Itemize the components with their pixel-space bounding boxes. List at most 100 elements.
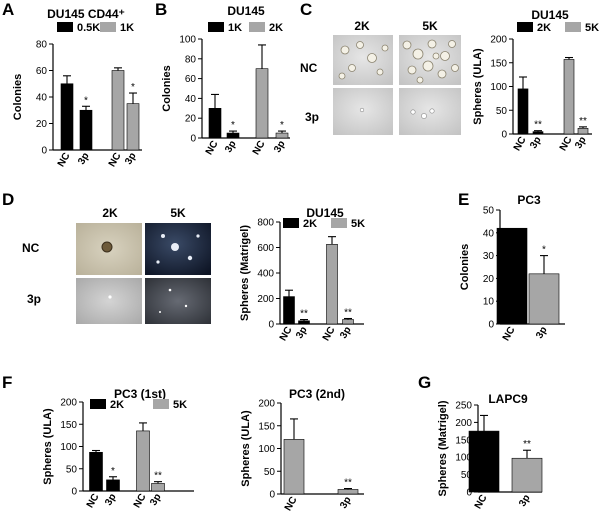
panel-d-col-label-1: 2K	[102, 206, 118, 220]
panel-d-row-label-2: 3p	[27, 292, 41, 306]
y-tick-label: 0	[466, 488, 472, 499]
y-tick-label: 0	[501, 130, 507, 141]
legend-swatch	[153, 399, 169, 409]
micrograph-d-3p-5k	[145, 278, 211, 324]
y-tick-label: 80	[185, 54, 197, 65]
chart-f2: PC3 (2nd) 0 50 100 150 200 Spheres (ULA) NC ** 3p	[240, 387, 364, 513]
y-tick-label: 20	[185, 114, 197, 125]
category-label: NC	[132, 492, 149, 510]
category-label: 3p	[573, 135, 588, 151]
bar	[532, 131, 544, 135]
panel-d-col-label-2: 5K	[170, 206, 186, 220]
bar	[89, 451, 103, 492]
legend-swatch	[331, 218, 347, 228]
y-tick-label: 100	[490, 82, 507, 93]
chart-title: DU145 CD44⁺	[47, 7, 125, 21]
y-tick-label: 150	[258, 421, 275, 432]
y-tick-label: 50	[496, 106, 508, 117]
significance-label: **	[344, 308, 352, 319]
significance-label: **	[300, 309, 308, 320]
y-tick-label: 200	[257, 294, 274, 305]
spheres-nc-5k	[402, 39, 459, 84]
legend-swatch	[57, 22, 73, 32]
significance-label: *	[84, 95, 88, 106]
panel-d-images: 2K 5K NC 3p	[22, 206, 211, 324]
category-label: NC	[251, 139, 268, 157]
bar	[106, 479, 120, 492]
bar	[111, 70, 125, 151]
y-tick-label: 100	[455, 453, 472, 464]
chart-d: DU145 0 200 400 600 800 Spheres (Matrigel) NC **…	[239, 206, 365, 343]
legend-label: 2K	[110, 399, 124, 411]
panel-c-row-label-2: 3p	[305, 110, 319, 124]
y-tick-label: 0	[269, 490, 275, 501]
bar	[283, 296, 295, 325]
legend-label: 0.5K	[77, 22, 100, 34]
bar	[226, 132, 240, 139]
legend-label: 5K	[173, 399, 187, 411]
legend-label: 1K	[228, 22, 242, 34]
y-tick-label: 0	[41, 146, 47, 157]
y-tick-label: 150	[490, 58, 507, 69]
category-label: 3p	[148, 492, 163, 508]
chart-g: LAPC9 0 50 100 150 200 250 Spheres (Matrigel) NC…	[437, 392, 543, 511]
y-tick-label: 80	[36, 40, 48, 51]
category-label: 3p	[534, 325, 549, 341]
bar	[563, 59, 575, 135]
y-tick-label: 200	[258, 399, 275, 410]
y-axis-label: Spheres (Matrigel)	[437, 400, 449, 496]
micrograph-d-3p-2k	[76, 278, 142, 324]
category-label: NC	[558, 135, 575, 153]
panel-label-a: A	[2, 0, 14, 19]
bar	[283, 439, 305, 495]
y-axis-label: Colonies	[12, 74, 24, 120]
category-label: 3p	[223, 139, 238, 155]
category-label: 3p	[76, 151, 91, 167]
y-tick-label: 60	[185, 74, 197, 85]
panel-label-e: E	[458, 190, 469, 209]
category-label: NC	[85, 492, 102, 510]
y-axis-label: Spheres (ULA)	[472, 48, 484, 125]
y-tick-label: 50	[483, 206, 495, 217]
category-label: NC	[278, 325, 295, 343]
bar	[298, 320, 310, 325]
y-tick-label: 0	[268, 320, 274, 331]
category-label: NC	[283, 495, 300, 513]
legend-label: 2K	[303, 218, 317, 230]
y-tick-label: 150	[455, 435, 472, 446]
bar	[275, 132, 289, 139]
significance-label: **	[579, 116, 587, 127]
bar	[326, 244, 338, 325]
panel-c-images: 2K 5K NC 3p	[300, 19, 461, 135]
significance-label: *	[280, 120, 284, 131]
bar	[342, 319, 354, 325]
bar	[517, 88, 529, 135]
category-label: NC	[512, 135, 529, 153]
y-tick-label: 0	[71, 487, 77, 498]
significance-label: **	[534, 120, 542, 131]
y-axis-label: Colonies	[161, 65, 173, 111]
bar	[208, 108, 222, 139]
category-label: NC	[56, 151, 73, 169]
category-label: 3p	[528, 135, 543, 151]
panel-label-d: D	[2, 190, 14, 209]
y-tick-label: 40	[483, 228, 495, 239]
significance-label: **	[344, 478, 352, 489]
y-tick-label: 150	[60, 420, 77, 431]
category-label: 3p	[517, 493, 532, 509]
y-tick-label: 0	[488, 320, 494, 331]
legend-label: 2K	[269, 22, 283, 34]
bar	[126, 103, 140, 151]
panel-label-g: G	[418, 373, 431, 392]
category-label: NC	[473, 493, 490, 511]
significance-label: *	[542, 245, 546, 256]
panel-label-c: C	[300, 0, 312, 19]
y-tick-label: 10	[483, 297, 495, 308]
category-label: 3p	[272, 139, 287, 155]
legend-swatch	[100, 22, 116, 32]
bar	[79, 109, 93, 151]
panel-c-col-label-2: 5K	[422, 19, 438, 33]
